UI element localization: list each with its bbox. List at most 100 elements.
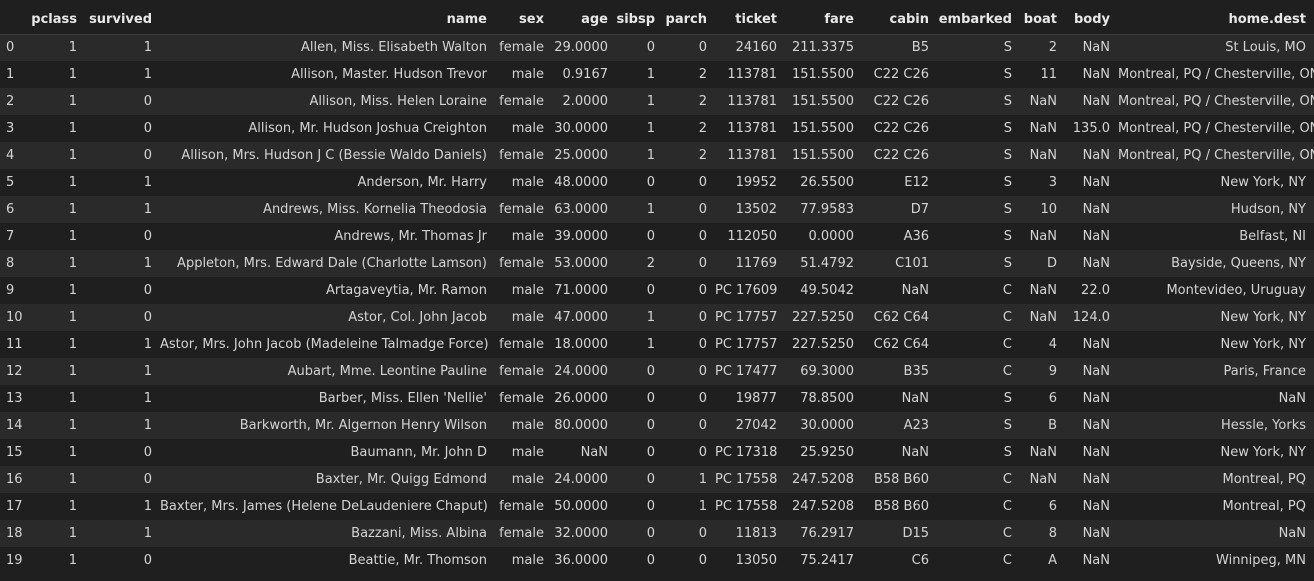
column-header: sibsp bbox=[616, 6, 663, 35]
table-cell: male bbox=[511, 472, 544, 487]
row-index: 2 bbox=[6, 94, 15, 109]
table-cell: 0 bbox=[646, 283, 655, 298]
table-cell: 53.0000 bbox=[554, 256, 608, 271]
table-cell: male bbox=[511, 229, 544, 244]
table-cell: 1 bbox=[68, 229, 77, 244]
table-cell: B58 B60 bbox=[873, 499, 929, 514]
table-cell: 2.0000 bbox=[562, 94, 609, 109]
table-cell: Andrews, Mr. Thomas Jr bbox=[334, 229, 487, 244]
table-cell: C bbox=[1002, 364, 1012, 379]
table-cell: 0 bbox=[698, 310, 707, 325]
row-index: 15 bbox=[6, 445, 23, 460]
row-index: 3 bbox=[6, 121, 15, 136]
table-cell: 0 bbox=[698, 391, 707, 406]
table-cell: S bbox=[1003, 175, 1012, 190]
table-cell: A bbox=[1048, 553, 1057, 568]
table-cell: 0 bbox=[698, 202, 707, 217]
table-row: 15 1 0 Baumann, Mr. John D male NaN 0 0 PC 17318… bbox=[0, 439, 1314, 466]
table-row: 13 1 1 Barber, Miss. Ellen 'Nellie' female 26… bbox=[0, 385, 1314, 412]
table-cell: NaN bbox=[901, 391, 929, 406]
table-cell: 247.5208 bbox=[791, 472, 854, 487]
table-cell: 113781 bbox=[727, 121, 777, 136]
table-cell: 80.0000 bbox=[554, 418, 608, 433]
table-cell: 0 bbox=[698, 445, 707, 460]
table-cell: C bbox=[1002, 553, 1012, 568]
row-index: 0 bbox=[6, 40, 15, 56]
table-cell: 8 bbox=[1048, 526, 1057, 541]
table-cell: 1 bbox=[68, 553, 77, 568]
table-cell: 1 bbox=[143, 391, 152, 406]
table-cell: NaN bbox=[1082, 175, 1110, 190]
table-cell: 71.0000 bbox=[554, 283, 608, 298]
table-cell: 1 bbox=[646, 202, 655, 217]
table-cell: 0 bbox=[698, 553, 707, 568]
table-row: 1 1 1 Allison, Master. Hudson Trevor male 0.9… bbox=[0, 61, 1314, 88]
table-cell: 75.2417 bbox=[800, 553, 854, 568]
table-cell: 0 bbox=[698, 229, 707, 244]
table-cell: 3 bbox=[1048, 175, 1057, 190]
table-cell: S bbox=[1003, 40, 1012, 56]
row-index: 7 bbox=[6, 229, 15, 244]
table-cell: 227.5250 bbox=[791, 310, 854, 325]
column-header: age bbox=[552, 6, 616, 35]
table-cell: female bbox=[499, 499, 544, 514]
column-header: sex bbox=[495, 6, 552, 35]
table-cell: B bbox=[1048, 418, 1057, 433]
table-cell: Baumann, Mr. John D bbox=[350, 445, 487, 460]
table-row: 3 1 0 Allison, Mr. Hudson Joshua Creighton m… bbox=[0, 115, 1314, 142]
table-cell: 1 bbox=[143, 202, 152, 217]
table-cell: Baxter, Mr. Quigg Edmond bbox=[315, 472, 487, 487]
table-cell: female bbox=[499, 40, 544, 56]
table-cell: 0 bbox=[646, 229, 655, 244]
table-cell: C bbox=[1002, 283, 1012, 298]
table-cell: 0 bbox=[646, 418, 655, 433]
table-cell: 2 bbox=[698, 121, 707, 136]
table-cell: Bayside, Queens, NY bbox=[1171, 256, 1306, 271]
table-cell: 0 bbox=[143, 310, 152, 325]
row-index: 12 bbox=[6, 364, 23, 379]
table-cell: S bbox=[1003, 121, 1012, 136]
table-cell: Baxter, Mrs. James (Helene DeLaudeniere … bbox=[160, 499, 488, 514]
table-cell: 0 bbox=[646, 553, 655, 568]
table-cell: 51.4792 bbox=[800, 256, 854, 271]
table-cell: female bbox=[499, 526, 544, 541]
table-cell: 0 bbox=[143, 229, 152, 244]
table-cell: 25.0000 bbox=[554, 148, 608, 163]
table-cell: 2 bbox=[698, 94, 707, 109]
table-cell: NaN bbox=[1029, 94, 1057, 109]
table-cell: 1 bbox=[698, 472, 707, 487]
table-cell: 112050 bbox=[727, 229, 777, 244]
table-cell: 0 bbox=[698, 256, 707, 271]
table-cell: NaN bbox=[1082, 526, 1110, 541]
table-cell: 0 bbox=[646, 364, 655, 379]
table-cell: Barkworth, Mr. Algernon Henry Wilson bbox=[239, 418, 487, 433]
table-cell: male bbox=[511, 445, 544, 460]
table-cell: 1 bbox=[143, 175, 152, 190]
table-cell: 11 bbox=[1040, 67, 1057, 82]
table-cell: 1 bbox=[143, 364, 152, 379]
table-cell: NaN bbox=[901, 283, 929, 298]
table-cell: NaN bbox=[1029, 121, 1057, 136]
table-cell: female bbox=[499, 337, 544, 352]
table-row: 12 1 1 Aubart, Mme. Leontine Pauline female 2… bbox=[0, 358, 1314, 385]
table-cell: 1 bbox=[143, 418, 152, 433]
table-cell: 151.5500 bbox=[791, 121, 854, 136]
table-cell: male bbox=[511, 283, 544, 298]
table-cell: 0 bbox=[698, 283, 707, 298]
table-cell: 0 bbox=[698, 337, 707, 352]
table-cell: 0 bbox=[143, 121, 152, 136]
table-cell: 19952 bbox=[735, 175, 777, 190]
table-body: 0 1 1 Allen, Miss. Elisabeth Walton female 29… bbox=[0, 34, 1314, 574]
table-cell: Montevideo, Uruguay bbox=[1166, 283, 1306, 298]
column-header: boat bbox=[1020, 6, 1065, 35]
table-cell: NaN bbox=[1082, 229, 1110, 244]
table-cell: 1 bbox=[143, 337, 152, 352]
table-cell: C22 C26 bbox=[873, 121, 929, 136]
table-cell: 0 bbox=[698, 40, 707, 56]
table-cell: 1 bbox=[143, 67, 152, 82]
table-cell: 2 bbox=[646, 256, 655, 271]
table-cell: 1 bbox=[698, 499, 707, 514]
column-header: pclass bbox=[30, 6, 85, 35]
table-cell: 2 bbox=[698, 148, 707, 163]
table-cell: 113781 bbox=[727, 94, 777, 109]
